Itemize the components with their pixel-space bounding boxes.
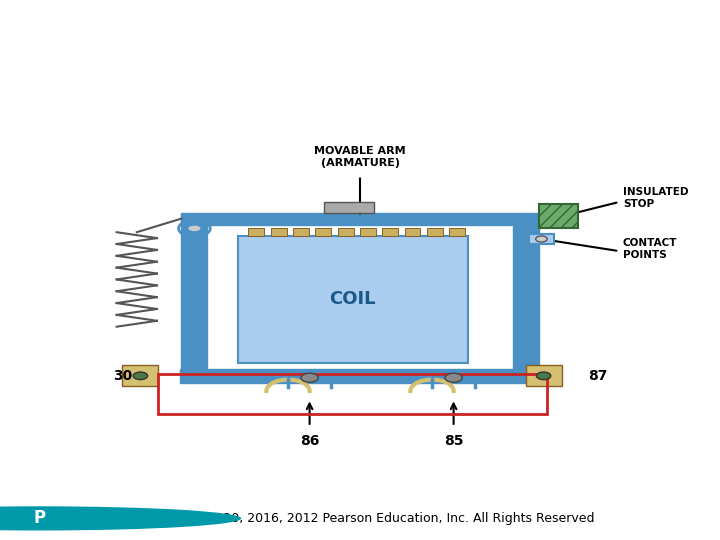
Circle shape	[133, 372, 148, 380]
Bar	[180, 369, 540, 383]
Text: CONTACT
POINTS: CONTACT POINTS	[623, 239, 678, 260]
Circle shape	[536, 236, 547, 242]
Bar	[181, 213, 539, 225]
Circle shape	[301, 373, 318, 382]
Bar	[539, 204, 578, 228]
Bar	[122, 365, 158, 387]
Text: 85: 85	[444, 434, 464, 448]
Circle shape	[445, 373, 462, 382]
Bar	[529, 234, 554, 244]
Bar	[360, 228, 376, 236]
Text: Pearson: Pearson	[83, 511, 138, 525]
Bar	[526, 365, 562, 387]
Bar	[449, 228, 465, 236]
Circle shape	[0, 507, 241, 530]
Bar	[405, 228, 420, 236]
Bar	[427, 228, 443, 236]
Text: COIL: COIL	[330, 291, 376, 308]
Bar	[513, 217, 539, 376]
Text: INSULATED
STOP: INSULATED STOP	[623, 187, 688, 209]
Text: MOVABLE ARM
(ARMATURE): MOVABLE ARM (ARMATURE)	[314, 146, 406, 168]
Bar	[324, 202, 374, 213]
Bar	[315, 228, 331, 236]
Text: 87: 87	[588, 369, 607, 383]
Bar	[293, 228, 309, 236]
Text: Figure 45.26 A cross-sectional view of a typical four-terminal relay.
Current fl: Figure 45.26 A cross-sectional view of a…	[11, 6, 692, 86]
Bar	[338, 228, 354, 236]
Bar	[248, 228, 264, 236]
Bar	[271, 228, 287, 236]
Text: 86: 86	[300, 434, 319, 448]
Bar	[181, 217, 207, 376]
Text: P: P	[34, 509, 45, 528]
Bar	[382, 228, 398, 236]
Text: Copyright © 2020, 2016, 2012 Pearson Education, Inc. All Rights Reserved: Copyright © 2020, 2016, 2012 Pearson Edu…	[126, 512, 594, 525]
Bar	[158, 374, 547, 414]
Text: 30: 30	[113, 369, 132, 383]
Circle shape	[187, 225, 202, 232]
Circle shape	[536, 372, 551, 380]
Bar	[238, 236, 468, 363]
